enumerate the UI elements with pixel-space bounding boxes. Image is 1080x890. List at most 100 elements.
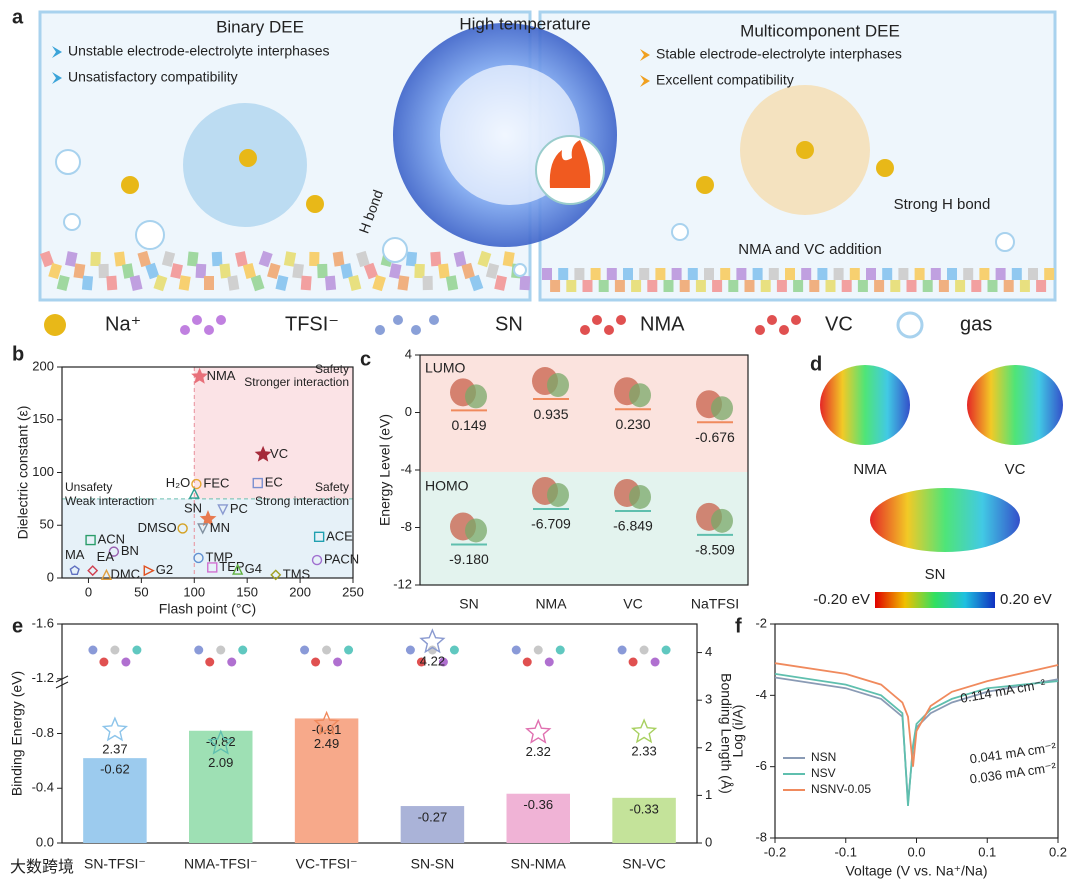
- label: -4: [755, 687, 767, 702]
- label: FEC: [203, 476, 229, 491]
- label: NMA: [535, 596, 567, 612]
- molecule: [132, 645, 142, 655]
- label: c: [360, 348, 371, 370]
- marker: [101, 716, 129, 742]
- label: f: [735, 615, 742, 637]
- label: Unsatisfactory compatibility: [68, 69, 238, 85]
- sei: [65, 251, 78, 267]
- label: -0.8: [32, 725, 54, 740]
- label: BN: [121, 543, 139, 558]
- bubble: [55, 149, 81, 175]
- bubble: [513, 263, 527, 277]
- sei: [258, 250, 273, 268]
- label: SN-VC: [622, 856, 666, 872]
- label: High temperature: [459, 14, 590, 33]
- line: [774, 662, 1059, 767]
- sei: [825, 280, 836, 292]
- label: HOMO: [425, 478, 469, 494]
- bullet-arrow: [52, 46, 62, 58]
- sei: [90, 251, 101, 267]
- orbital: [711, 396, 733, 421]
- sei: [785, 268, 795, 280]
- sei: [793, 280, 804, 292]
- label: Stable electrode-electrolyte interphases: [656, 46, 902, 62]
- legend-icon: [216, 315, 226, 325]
- marker: [193, 552, 204, 564]
- label: 50: [134, 584, 148, 599]
- molecule: [121, 657, 131, 667]
- sei: [736, 268, 747, 280]
- sei: [752, 268, 763, 280]
- esp-map: [870, 488, 1020, 552]
- label: 150: [236, 584, 258, 599]
- label: Binding Energy (eV): [9, 671, 25, 796]
- marker: [199, 510, 217, 527]
- sei: [639, 268, 650, 280]
- sei: [309, 251, 320, 267]
- legend-icon: [375, 325, 385, 335]
- label: -1.6: [32, 615, 54, 630]
- label: DMC: [110, 566, 140, 581]
- label: 大数跨境: [10, 857, 74, 876]
- sei: [324, 275, 337, 291]
- label: -0.27: [418, 809, 448, 824]
- molecule: [110, 645, 120, 655]
- molecule: [300, 645, 310, 655]
- label: 0.149: [451, 417, 486, 433]
- sei: [211, 251, 223, 267]
- sei: [1036, 280, 1047, 292]
- label: VC: [1005, 461, 1026, 478]
- label: NSNV-0.05: [811, 782, 871, 796]
- region: [194, 367, 353, 499]
- sei: [292, 263, 304, 279]
- legend-icon: [767, 315, 777, 325]
- label: VC: [825, 313, 853, 335]
- label: NMA: [640, 313, 685, 335]
- sei: [494, 275, 507, 291]
- label: e: [12, 615, 23, 637]
- sei: [430, 251, 442, 267]
- sei: [623, 268, 633, 280]
- legend-icon: [779, 325, 789, 335]
- label: NSV: [811, 766, 836, 780]
- marker: [143, 564, 155, 577]
- label: PACN: [324, 552, 359, 567]
- bullet-arrow: [640, 49, 650, 61]
- label: gas: [960, 313, 992, 335]
- molecule: [650, 657, 660, 667]
- sei: [566, 280, 577, 292]
- label: 200: [289, 584, 311, 599]
- label: EC: [265, 474, 283, 489]
- sei: [906, 280, 917, 292]
- label: 2.33: [631, 744, 656, 759]
- label: H₂O: [166, 475, 191, 490]
- marker: [313, 710, 340, 736]
- orbital: [465, 518, 487, 543]
- label: VC: [623, 596, 642, 612]
- label: d: [810, 353, 822, 375]
- sei: [631, 280, 642, 292]
- molecule: [344, 645, 354, 655]
- label: -2: [755, 615, 767, 630]
- sei: [947, 268, 957, 280]
- label: 100: [183, 584, 205, 599]
- marker: [197, 523, 209, 535]
- label: VC-TFSI⁻: [296, 856, 358, 872]
- label: NMA and VC addition: [738, 241, 881, 258]
- label: 100: [32, 464, 54, 479]
- label: SN-TFSI⁻: [84, 856, 146, 872]
- label: 200: [32, 358, 54, 373]
- label: -0.62: [100, 762, 130, 777]
- label: -0.82: [206, 734, 236, 749]
- label: -0.2: [764, 844, 786, 859]
- legend-icon: [755, 325, 765, 335]
- sei: [219, 263, 231, 279]
- marker: [69, 565, 80, 575]
- molecule: [617, 645, 627, 655]
- label: -1.2: [32, 670, 54, 685]
- marker: [252, 477, 263, 489]
- sei: [195, 263, 207, 279]
- sei: [405, 251, 418, 267]
- legend-icon: [411, 325, 421, 335]
